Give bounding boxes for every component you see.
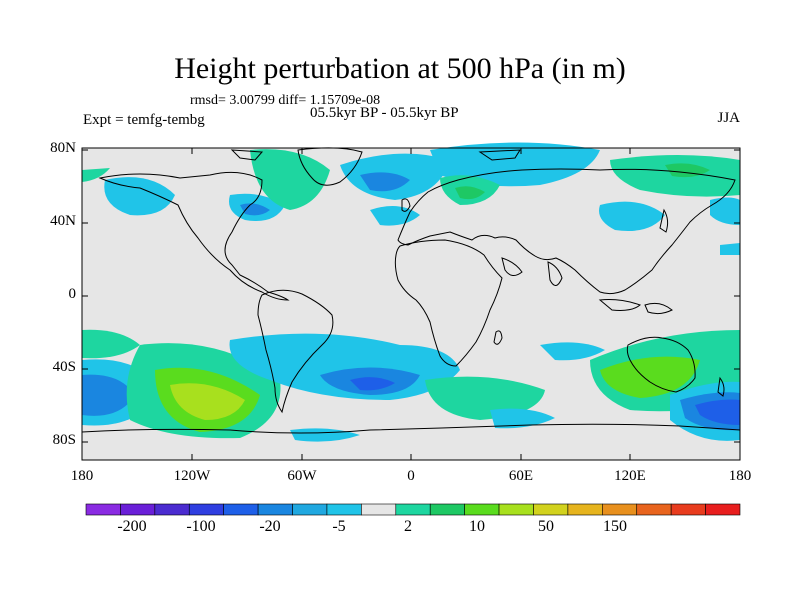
colorbar-swatch bbox=[361, 503, 397, 516]
lat-ticks bbox=[82, 149, 740, 443]
colorbar-swatch bbox=[567, 503, 603, 516]
colorbar-swatch bbox=[257, 503, 293, 516]
lon-label: 120E bbox=[614, 468, 646, 484]
colorbar-swatch bbox=[292, 503, 328, 516]
colorbar-label: 10 bbox=[469, 518, 485, 535]
lat-label: 80N bbox=[50, 140, 76, 156]
colorbar-swatch bbox=[429, 503, 465, 516]
lon-label: 120W bbox=[173, 468, 211, 484]
colorbar-swatch bbox=[602, 503, 638, 516]
lat-label: 40N bbox=[50, 213, 76, 229]
lat-label: 80S bbox=[52, 432, 76, 448]
colorbar-swatch bbox=[395, 503, 431, 516]
lon-label: 0 bbox=[407, 468, 415, 484]
season-label: JJA bbox=[717, 110, 740, 126]
colorbar-swatch bbox=[154, 503, 190, 516]
subtitle: 05.5kyr BP - 05.5kyr BP bbox=[310, 105, 459, 121]
colorbar-label: -100 bbox=[186, 518, 216, 535]
colorbar-label: 150 bbox=[603, 518, 627, 535]
colorbar-swatch bbox=[188, 503, 224, 516]
colorbar-swatch bbox=[120, 503, 156, 516]
figure-title: Height perturbation at 500 hPa (in m) bbox=[174, 52, 626, 85]
colorbar-swatch bbox=[670, 503, 706, 516]
colorbar-swatch bbox=[223, 503, 259, 516]
colorbar-swatch bbox=[533, 503, 569, 516]
colorbar-label: -20 bbox=[259, 518, 281, 535]
experiment-label: Expt = temfg-tembg bbox=[83, 112, 205, 128]
colorbar-label: -5 bbox=[332, 518, 346, 535]
colorbar-swatch bbox=[636, 503, 672, 516]
lon-label: 180 bbox=[728, 468, 752, 484]
lon-ticks bbox=[81, 148, 741, 460]
colorbar-label: -200 bbox=[117, 518, 147, 535]
lon-label: 60W bbox=[287, 468, 317, 484]
lat-label: 0 bbox=[68, 286, 77, 302]
colorbar-swatch bbox=[498, 503, 534, 516]
stats-text: rmsd= 3.00799 diff= 1.15709e-08 bbox=[190, 93, 381, 108]
colorbar-swatch bbox=[464, 503, 500, 516]
lon-label: 60E bbox=[508, 468, 534, 484]
lat-label: 40S bbox=[52, 359, 76, 375]
colorbar-swatch bbox=[85, 503, 121, 516]
colorbar-label: 2 bbox=[404, 518, 412, 535]
colorbar-swatch bbox=[705, 503, 741, 516]
colorbar-label: 50 bbox=[538, 518, 554, 535]
coastlines bbox=[81, 147, 741, 434]
lon-label: 180 bbox=[70, 468, 94, 484]
colorbar-swatch bbox=[326, 503, 362, 516]
colorbar bbox=[85, 503, 741, 516]
